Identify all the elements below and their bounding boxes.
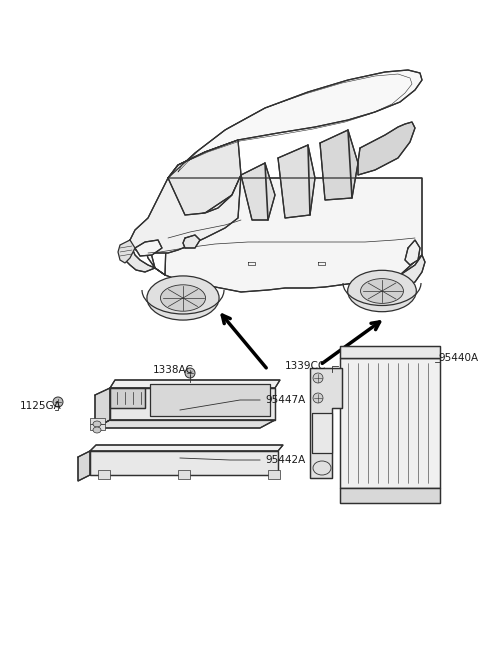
Ellipse shape (313, 393, 323, 403)
Polygon shape (110, 388, 145, 408)
Polygon shape (268, 470, 280, 479)
Polygon shape (320, 130, 358, 200)
Polygon shape (90, 418, 105, 424)
Polygon shape (90, 424, 105, 430)
Polygon shape (168, 70, 422, 178)
Ellipse shape (348, 270, 416, 312)
Polygon shape (95, 388, 110, 428)
Polygon shape (278, 145, 315, 218)
Polygon shape (405, 240, 420, 265)
Text: 1339CC: 1339CC (285, 361, 326, 371)
Polygon shape (340, 358, 440, 488)
Polygon shape (90, 451, 278, 475)
Ellipse shape (185, 368, 195, 378)
Polygon shape (340, 346, 440, 358)
Polygon shape (150, 384, 270, 416)
Polygon shape (340, 488, 440, 503)
Polygon shape (168, 140, 241, 218)
Polygon shape (142, 178, 422, 292)
Polygon shape (178, 470, 190, 479)
Polygon shape (135, 240, 162, 256)
Text: 1125GA: 1125GA (20, 401, 62, 411)
Ellipse shape (93, 427, 101, 433)
Ellipse shape (93, 421, 101, 427)
Ellipse shape (160, 285, 205, 311)
Polygon shape (78, 451, 90, 481)
Polygon shape (241, 163, 275, 220)
Text: 1338AC: 1338AC (153, 365, 194, 375)
Polygon shape (312, 413, 332, 453)
Polygon shape (183, 235, 200, 248)
Text: 95447A: 95447A (265, 395, 305, 405)
Polygon shape (110, 380, 280, 388)
Text: 95440A: 95440A (438, 353, 478, 363)
Ellipse shape (313, 373, 323, 383)
Polygon shape (95, 420, 275, 428)
Polygon shape (98, 470, 110, 479)
Polygon shape (122, 240, 155, 272)
Ellipse shape (360, 279, 404, 303)
Polygon shape (118, 240, 135, 263)
Ellipse shape (53, 397, 63, 407)
Polygon shape (358, 122, 415, 175)
Polygon shape (90, 445, 283, 451)
Polygon shape (310, 368, 342, 478)
Polygon shape (110, 388, 275, 420)
Ellipse shape (147, 276, 219, 320)
Text: 95442A: 95442A (265, 455, 305, 465)
Polygon shape (382, 255, 425, 292)
Polygon shape (130, 175, 241, 253)
Ellipse shape (313, 461, 331, 475)
